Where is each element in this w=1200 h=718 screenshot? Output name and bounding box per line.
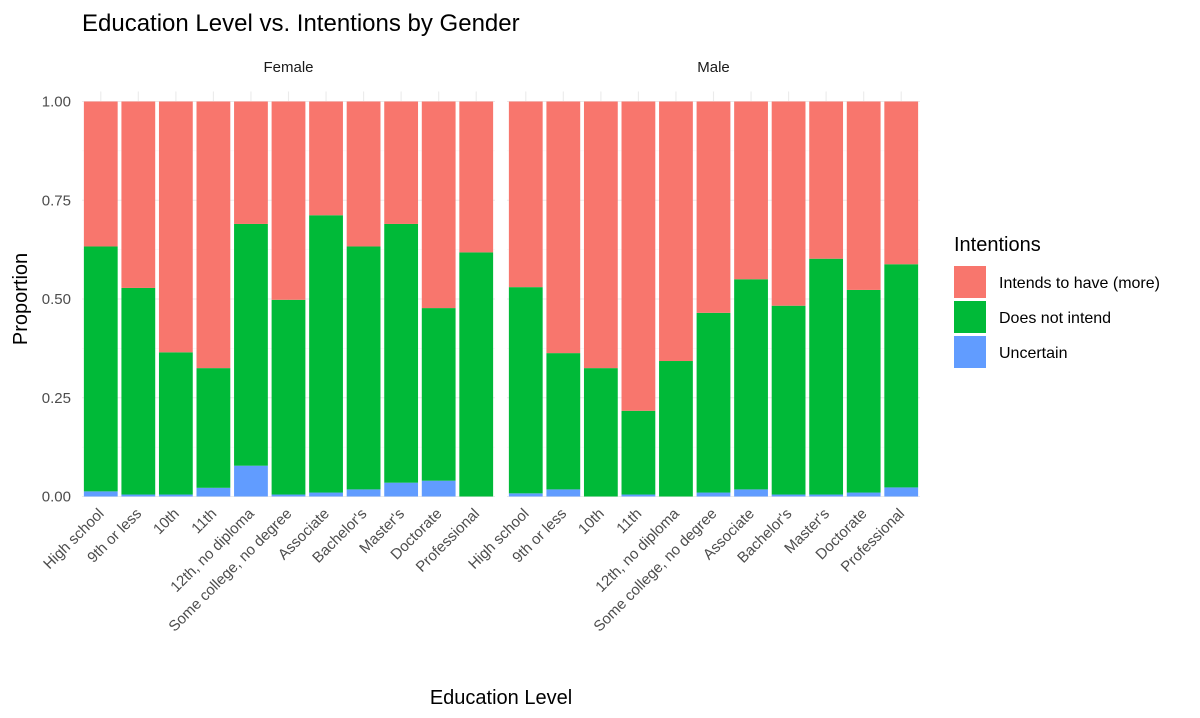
bar-segment — [271, 101, 306, 300]
bar-segment — [696, 492, 731, 497]
bar-segment — [384, 101, 419, 224]
bar-segment — [734, 101, 768, 280]
bar-segment — [234, 101, 268, 224]
bar-segment — [621, 101, 656, 411]
bar-segment — [309, 215, 343, 493]
bar-segment — [621, 410, 656, 495]
bar-segment — [421, 480, 456, 497]
x-axis-title: Education Level — [430, 687, 572, 709]
bar-segment — [346, 489, 381, 497]
bar-segment — [546, 353, 581, 490]
x-tick-label: 11th — [613, 505, 645, 537]
bar-segment — [546, 489, 581, 497]
bar-segment — [158, 494, 193, 497]
y-tick-label: 0.50 — [42, 291, 71, 308]
bar-segment — [884, 264, 919, 488]
y-axis-title: Proportion — [10, 253, 32, 345]
bar-segment — [734, 279, 768, 490]
x-tick-label: 10th — [575, 505, 608, 538]
bar-segment — [459, 252, 494, 497]
bar-segment — [234, 223, 268, 466]
facet-label-male: Male — [697, 59, 730, 76]
bar-segment — [583, 101, 618, 369]
bar-segment — [884, 487, 919, 497]
bar-segment — [846, 289, 881, 493]
chart-title: Education Level vs. Intentions by Gender — [82, 10, 520, 37]
bar-segment — [421, 101, 456, 309]
bar-segment — [546, 101, 581, 354]
facet-label-female: Female — [263, 59, 313, 76]
bar-segment — [459, 101, 494, 253]
bar-segment — [271, 299, 306, 495]
bar-segment — [508, 493, 543, 497]
bar-segment — [346, 101, 381, 247]
bar-segment — [809, 258, 844, 495]
bar-segment — [508, 101, 543, 288]
bar-segment — [196, 368, 231, 488]
bar-segment — [809, 494, 844, 497]
bar-segment — [196, 101, 231, 369]
bar-segment — [271, 494, 306, 497]
bar-segment — [771, 305, 806, 495]
bar-segment — [121, 494, 156, 497]
y-tick-label: 0.00 — [42, 489, 71, 506]
bar-segment — [659, 361, 693, 497]
bar-segment — [83, 246, 118, 492]
y-tick-label: 1.00 — [42, 94, 71, 111]
bar-segment — [809, 101, 844, 259]
bar-segment — [309, 101, 343, 216]
bar-segment — [83, 491, 118, 497]
bar-segment — [346, 246, 381, 490]
bar-segment — [846, 101, 881, 290]
legend: Intentions Intends to have (more) Does no… — [954, 234, 1160, 368]
bar-segment — [121, 287, 156, 495]
legend-key-does — [954, 301, 986, 333]
bar-segment — [659, 101, 693, 362]
bar-segment — [234, 465, 268, 497]
bar-segment — [771, 494, 806, 497]
x-tick-label: 11th — [188, 505, 220, 537]
bar-segment — [158, 101, 193, 353]
bar-segment — [196, 487, 231, 497]
bar-segment — [158, 352, 193, 495]
bar-segment — [884, 101, 919, 265]
bar-segment — [384, 482, 419, 497]
legend-key-uncertain — [954, 336, 986, 368]
bar-segment — [621, 494, 656, 497]
x-tick-label: 10th — [150, 505, 183, 538]
bar-segment — [508, 287, 543, 494]
bar-segment — [734, 489, 768, 497]
bar-segment — [846, 492, 881, 497]
legend-label: Does not intend — [999, 310, 1111, 327]
bar-segment — [771, 101, 806, 306]
bar-segment — [696, 312, 731, 493]
legend-label: Intends to have (more) — [999, 275, 1160, 292]
bar-segment — [583, 368, 618, 497]
y-tick-label: 0.75 — [42, 192, 71, 209]
bar-segment — [121, 101, 156, 288]
legend-label: Uncertain — [999, 345, 1067, 362]
legend-title: Intentions — [954, 234, 1041, 256]
bar-segment — [309, 492, 343, 497]
bar-segment — [83, 101, 118, 247]
bar-segment — [696, 101, 731, 313]
legend-key-intends — [954, 266, 986, 298]
y-tick-label: 0.25 — [42, 390, 71, 407]
bar-segment — [384, 223, 419, 483]
bar-segment — [421, 308, 456, 481]
